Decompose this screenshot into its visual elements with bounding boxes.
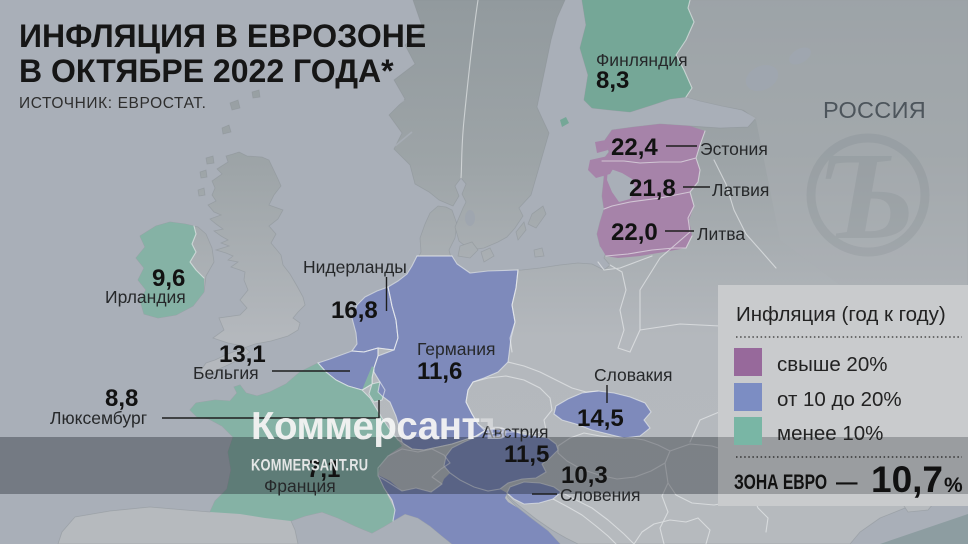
svg-text:В ОКТЯБРЕ 2022 ГОДА*: В ОКТЯБРЕ 2022 ГОДА*	[19, 53, 394, 89]
svg-text:11,5: 11,5	[504, 441, 549, 468]
svg-text:менее 10%: менее 10%	[777, 422, 883, 445]
svg-text:%: %	[944, 474, 963, 497]
svg-text:Финляндия: Финляндия	[596, 50, 688, 70]
svg-text:7,1: 7,1	[307, 456, 340, 483]
svg-text:22,0: 22,0	[611, 219, 658, 246]
svg-text:Литва: Литва	[697, 224, 745, 244]
svg-text:Люксембург: Люксембург	[50, 408, 147, 428]
svg-text:Инфляция (год к году): Инфляция (год к году)	[736, 303, 946, 326]
svg-text:—: —	[836, 470, 858, 494]
svg-text:Австрия: Австрия	[482, 422, 549, 442]
svg-text:Франция: Франция	[264, 476, 336, 496]
svg-text:РОССИЯ: РОССИЯ	[823, 97, 926, 123]
svg-text:8,8: 8,8	[105, 385, 138, 412]
svg-text:14,5: 14,5	[577, 405, 624, 432]
svg-text:Ирландия: Ирландия	[105, 287, 186, 307]
svg-text:Словения: Словения	[560, 485, 641, 505]
svg-text:13,1: 13,1	[219, 341, 266, 368]
svg-text:8,3: 8,3	[596, 67, 629, 94]
svg-text:10,3: 10,3	[561, 462, 608, 489]
svg-text:Коммерсантъ: Коммерсантъ	[251, 405, 507, 448]
svg-text:Словакия: Словакия	[594, 365, 673, 385]
svg-text:22,4: 22,4	[611, 134, 658, 161]
svg-text:свыше 20%: свыше 20%	[777, 353, 887, 376]
svg-text:11,6: 11,6	[417, 358, 462, 385]
svg-text:16,8: 16,8	[331, 297, 378, 324]
svg-text:Нидерланды: Нидерланды	[303, 257, 407, 277]
svg-text:Латвия: Латвия	[712, 180, 769, 200]
svg-text:Бельгия: Бельгия	[193, 363, 259, 383]
svg-text:KOMMERSANT.RU: KOMMERSANT.RU	[251, 457, 368, 475]
svg-text:Германия: Германия	[417, 339, 495, 359]
svg-text:Эстония: Эстония	[700, 139, 768, 159]
svg-text:Ъ: Ъ	[820, 128, 915, 266]
svg-text:ИНФЛЯЦИЯ В ЕВРОЗОНЕ: ИНФЛЯЦИЯ В ЕВРОЗОНЕ	[19, 18, 426, 54]
svg-text:10,7: 10,7	[871, 459, 943, 500]
svg-text:9,6: 9,6	[152, 265, 185, 292]
svg-text:21,8: 21,8	[629, 175, 676, 202]
svg-text:от 10 до 20%: от 10 до 20%	[777, 388, 902, 411]
svg-text:ИСТОЧНИК: ЕВРОСТАТ.: ИСТОЧНИК: ЕВРОСТАТ.	[19, 95, 207, 112]
svg-text:ЗОНА ЕВРО: ЗОНА ЕВРО	[734, 470, 827, 494]
